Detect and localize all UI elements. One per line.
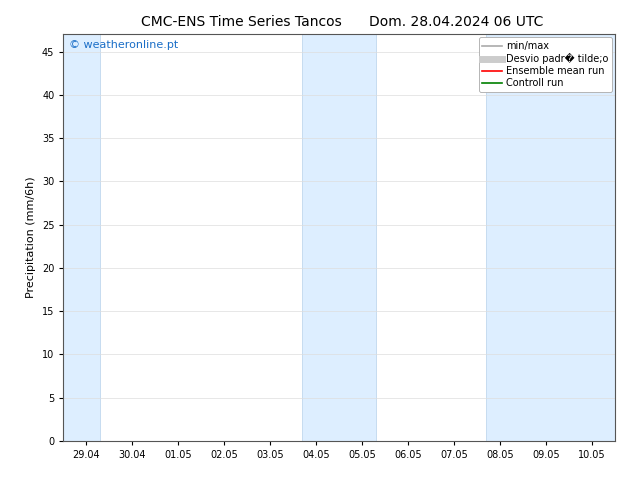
Bar [63, 34, 100, 441]
Bar [486, 34, 615, 441]
Bar [302, 34, 376, 441]
Text: CMC-ENS Time Series Tancos: CMC-ENS Time Series Tancos [141, 15, 341, 29]
Text: Dom. 28.04.2024 06 UTC: Dom. 28.04.2024 06 UTC [369, 15, 544, 29]
Text: © weatheronline.pt: © weatheronline.pt [69, 40, 178, 50]
Y-axis label: Precipitation (mm/6h): Precipitation (mm/6h) [27, 177, 36, 298]
Legend: min/max, Desvio padr� tilde;o, Ensemble mean run, Controll run: min/max, Desvio padr� tilde;o, Ensemble … [479, 37, 612, 92]
